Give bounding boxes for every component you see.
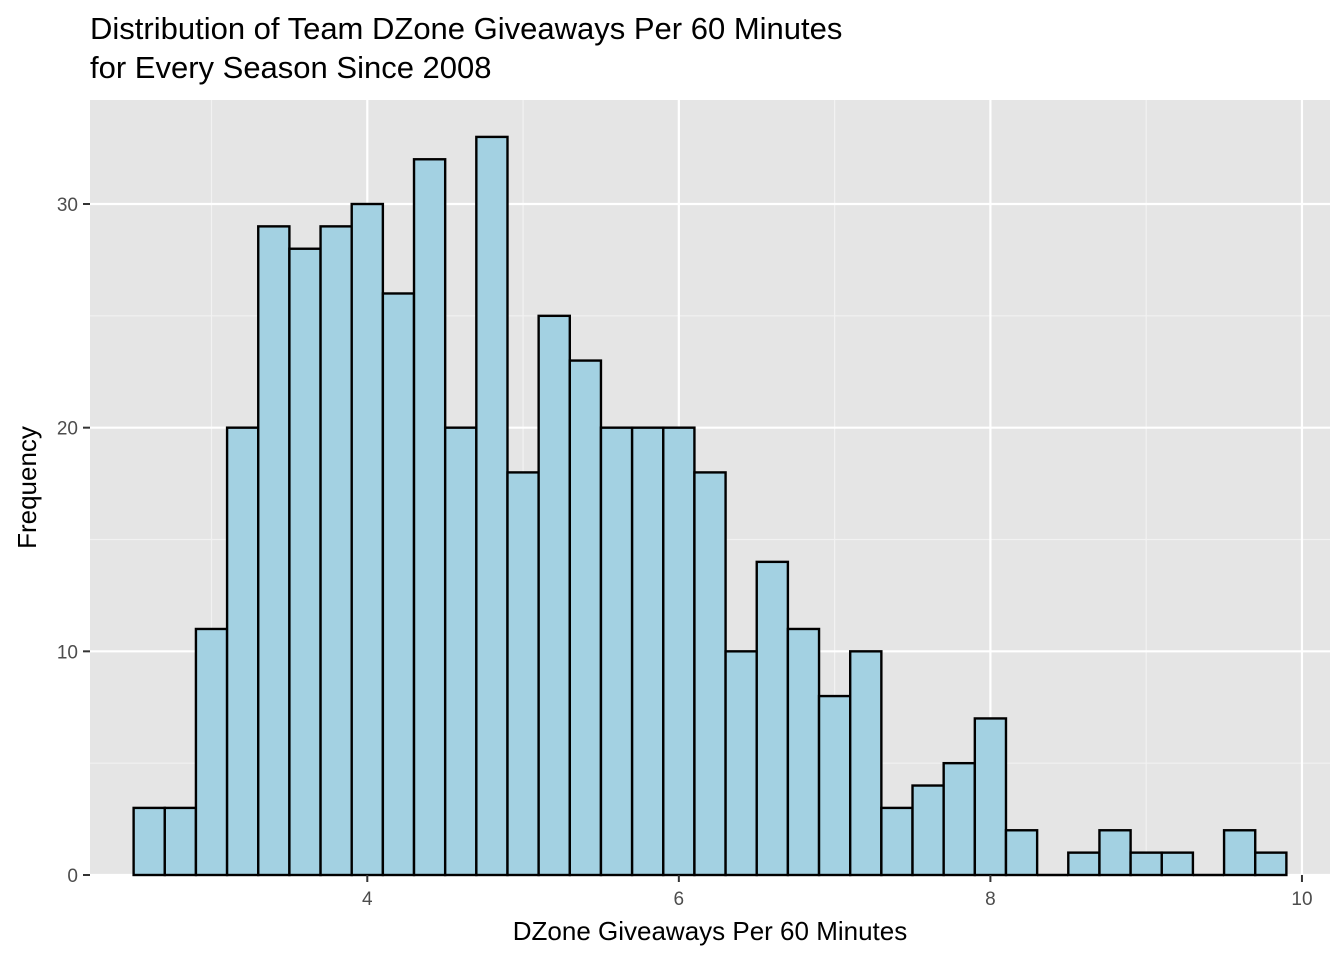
histogram-bar — [817, 694, 852, 877]
histogram-bar — [1067, 851, 1101, 877]
histogram-bar — [880, 806, 914, 877]
histogram-bar — [381, 292, 416, 877]
histogram-bar — [942, 761, 977, 877]
histogram-bar — [724, 650, 758, 877]
x-axis-title: DZone Giveaways Per 60 Minutes — [513, 916, 908, 946]
y-axis-title: Frequency — [12, 426, 42, 549]
histogram-bar — [443, 426, 478, 877]
histogram-bar — [786, 627, 821, 877]
x-tick-label: 8 — [985, 889, 996, 910]
histogram-bar — [911, 784, 945, 877]
histogram-bar — [849, 650, 883, 877]
histogram-bar — [1160, 851, 1195, 877]
histogram-bar — [1004, 829, 1039, 877]
histogram-bar — [693, 471, 727, 877]
histogram-bar — [350, 202, 385, 877]
histogram-bar — [537, 314, 571, 877]
chart-subtitle: for Every Season Since 2008 — [90, 50, 492, 85]
histogram-bar — [475, 135, 509, 877]
histogram-bar — [1129, 851, 1163, 877]
histogram-bar — [132, 806, 166, 877]
histogram-bar — [412, 158, 447, 877]
histogram-bar — [194, 627, 229, 877]
histogram-bars — [132, 135, 1288, 877]
x-tick-label: 10 — [1291, 889, 1312, 910]
y-axis-ticks: 0 10 20 30 — [57, 195, 90, 887]
histogram-bar — [506, 471, 540, 877]
histogram-bar — [163, 806, 198, 877]
histogram-bar — [1098, 829, 1132, 877]
histogram-bar — [662, 426, 696, 877]
histogram-bar — [599, 426, 634, 877]
histogram-bar — [1222, 829, 1257, 877]
histogram-bar — [1254, 851, 1288, 877]
histogram-bar — [288, 247, 322, 877]
histogram-bar — [568, 359, 603, 877]
y-tick-label: 30 — [57, 195, 78, 216]
histogram-bar — [319, 225, 353, 877]
chart-title: Distribution of Team DZone Giveaways Per… — [90, 11, 842, 46]
histogram-bar — [225, 426, 260, 877]
x-tick-label: 4 — [362, 889, 373, 910]
y-tick-label: 20 — [57, 419, 78, 440]
histogram-bar — [973, 717, 1008, 877]
y-tick-label: 0 — [67, 866, 78, 887]
histogram-bar — [755, 560, 790, 877]
x-axis-ticks: 4 6 8 10 — [362, 875, 1313, 910]
histogram-bar — [630, 426, 665, 877]
y-tick-label: 10 — [57, 642, 78, 663]
x-tick-label: 6 — [674, 889, 685, 910]
histogram-bar — [257, 225, 291, 877]
